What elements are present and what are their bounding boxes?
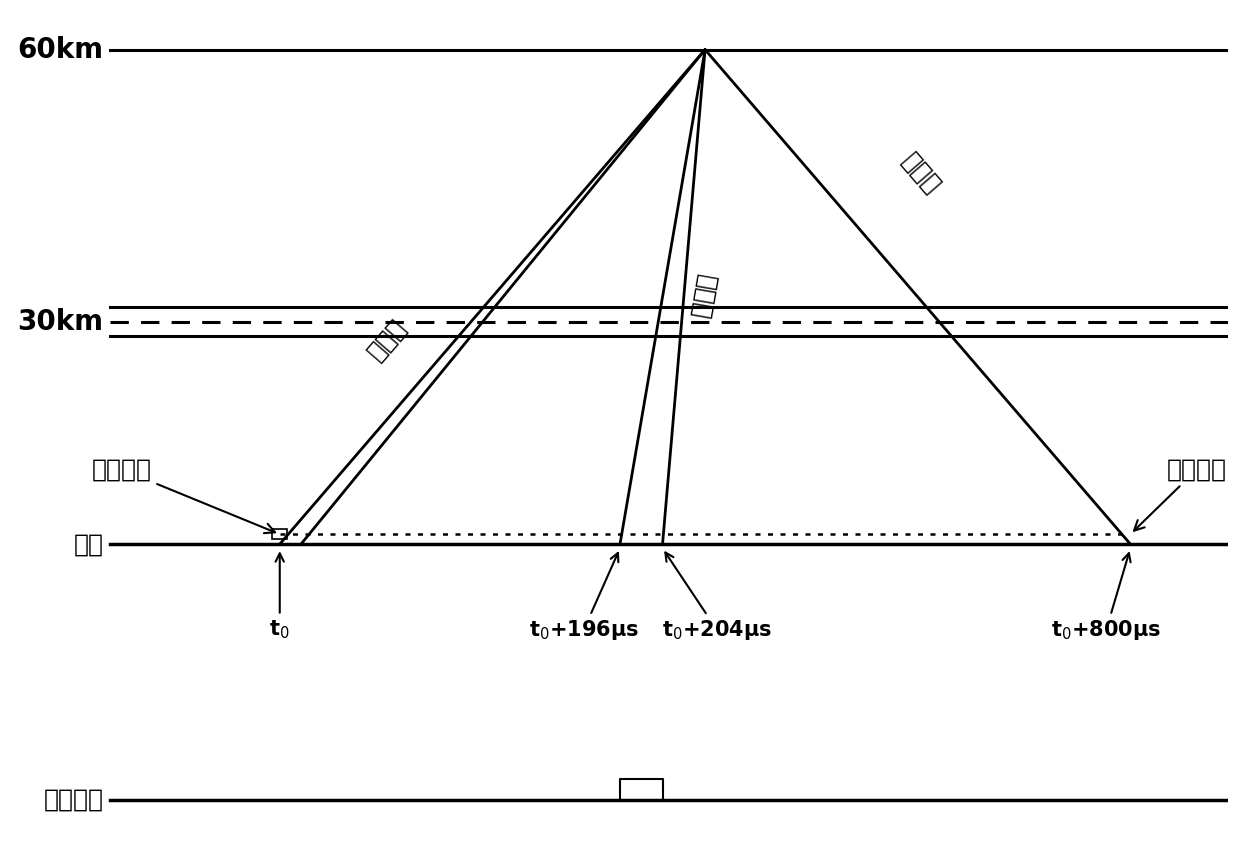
Text: 地面: 地面 [73, 532, 103, 556]
Text: 60km: 60km [17, 35, 103, 64]
Text: 发射脉冲: 发射脉冲 [92, 458, 275, 533]
Text: t$_0$: t$_0$ [269, 553, 290, 641]
Text: 发射光: 发射光 [363, 315, 410, 365]
Bar [273, 529, 286, 539]
Text: 返回脉冲: 返回脉冲 [1135, 458, 1226, 531]
Text: t$_0$+800μs: t$_0$+800μs [1052, 553, 1161, 643]
Text: t$_0$+204μs: t$_0$+204μs [662, 553, 773, 643]
Text: 返回光: 返回光 [687, 272, 719, 321]
Text: 30km: 30km [17, 308, 103, 336]
Text: 返回光: 返回光 [897, 148, 945, 198]
Text: 选通脉冲: 选通脉冲 [43, 788, 103, 812]
Text: t$_0$+196μs: t$_0$+196μs [528, 553, 639, 643]
